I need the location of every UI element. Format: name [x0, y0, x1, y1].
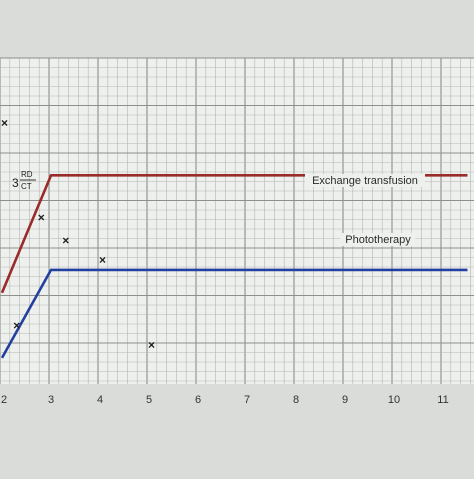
- x-tick-label: 5: [146, 394, 152, 406]
- data-marker: ×: [148, 338, 155, 352]
- phototherapy-label: Phototherapy: [345, 234, 411, 246]
- note-top: RD: [21, 170, 33, 179]
- exchange-transfusion-label: Exchange transfusion: [312, 175, 418, 187]
- data-marker: ×: [62, 234, 69, 248]
- x-tick-label: 8: [293, 394, 299, 406]
- x-tick-label: 3: [48, 394, 54, 406]
- x-tick-label: 4: [97, 394, 103, 406]
- x-tick-label: 10: [388, 394, 400, 406]
- data-marker: ×: [1, 116, 8, 130]
- phototherapy-label-bg: [340, 233, 416, 246]
- grid: [0, 57, 474, 384]
- data-markers: × × × × × ×: [1, 116, 155, 352]
- data-marker: ×: [13, 318, 20, 332]
- x-tick-label: 7: [244, 394, 250, 406]
- data-marker: ×: [99, 253, 106, 267]
- note-prefix: 3: [12, 176, 19, 190]
- note-bottom: CT: [21, 182, 32, 191]
- x-tick-label: 6: [195, 394, 201, 406]
- phototherapy-line: [0, 268, 468, 359]
- series-labels: Exchange transfusion Phototherapy: [305, 174, 425, 246]
- x-tick-label: 2: [1, 394, 7, 406]
- exchange-transfusion-label-bg: [305, 174, 425, 187]
- data-marker: ×: [38, 211, 45, 225]
- handwritten-note: 3RD CT: [12, 170, 36, 191]
- x-tick-label: 9: [342, 394, 348, 406]
- x-tick-label: 11: [437, 394, 448, 406]
- plot-area: [0, 58, 474, 384]
- x-axis-ticks: 2 3 4 5 6 7 8 9 10 11: [1, 394, 449, 406]
